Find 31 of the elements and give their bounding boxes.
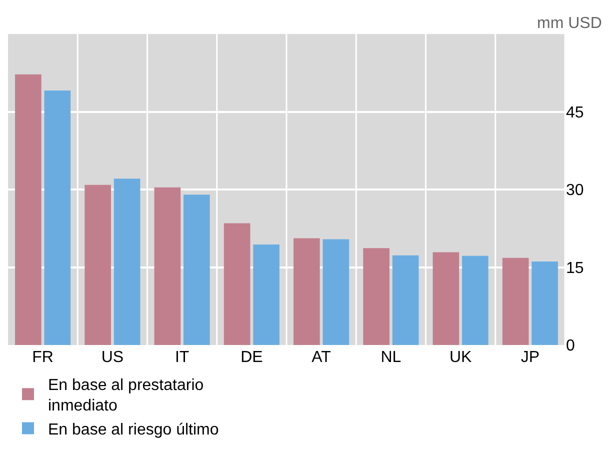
bar — [294, 238, 320, 345]
x-tick-label: IT — [174, 349, 190, 366]
y-tick-label: 0 — [566, 338, 575, 355]
bar — [532, 262, 558, 345]
y-axis-title: mm USD — [537, 15, 602, 32]
legend-label: En base al prestatario inmediato — [48, 376, 204, 415]
bar — [253, 244, 280, 345]
bar — [224, 223, 250, 345]
x-tick-label: US — [101, 349, 124, 366]
bar — [502, 258, 529, 345]
bar — [322, 239, 350, 345]
bar — [15, 74, 42, 345]
bar — [462, 256, 488, 345]
bar — [392, 255, 419, 345]
y-tick-label: 45 — [566, 104, 584, 122]
x-tick-label: DE — [240, 349, 263, 366]
bar — [184, 194, 210, 345]
x-tick-label: JP — [520, 349, 540, 366]
x-tick-label: FR — [32, 349, 54, 366]
y-tick-label: 30 — [566, 182, 584, 200]
x-tick-label: NL — [380, 349, 402, 366]
x-tick-label: AT — [312, 349, 332, 366]
bar — [44, 90, 71, 345]
bar — [114, 178, 140, 345]
bar — [84, 184, 111, 345]
bar — [363, 248, 390, 345]
bar — [432, 252, 460, 345]
x-tick-label: UK — [449, 349, 472, 366]
legend-label: En base al riesgo último — [48, 422, 219, 439]
y-tick-label: 15 — [566, 260, 584, 277]
bar — [154, 187, 181, 345]
